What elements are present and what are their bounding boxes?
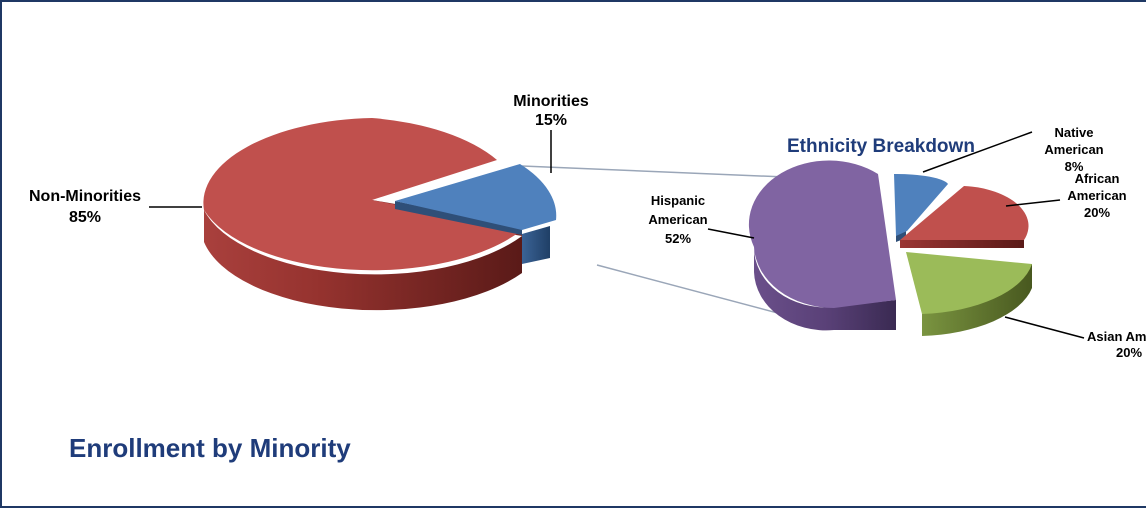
slice-minorities-side <box>522 226 550 264</box>
chart-title: Enrollment by Minority <box>69 433 351 463</box>
label-native-pct: 8% <box>1065 159 1084 174</box>
label-african-line2: American <box>1067 188 1126 203</box>
label-hispanic-pct: 52% <box>665 231 691 246</box>
label-african-pct: 20% <box>1084 205 1110 220</box>
label-non-minorities-name: Non-Minorities <box>29 188 141 205</box>
label-hispanic-line2: American <box>648 212 707 227</box>
leader-asian <box>1004 316 1085 339</box>
label-native-line2: American <box>1044 142 1103 157</box>
slice-native <box>894 173 948 236</box>
pie-ethnicity: Ethnicity Breakdown Native American 8% A… <box>648 125 1146 360</box>
leader-native <box>922 131 1033 173</box>
leader-african <box>1005 199 1061 207</box>
slice-asian <box>906 252 1032 314</box>
slice-african-side <box>900 240 1024 248</box>
pie-enrollment: Non-Minorities 85% Minorities 15% <box>29 93 589 311</box>
label-asian-name: Asian American <box>1087 329 1146 344</box>
label-african-line1: African <box>1075 171 1120 186</box>
label-minorities-name: Minorities <box>513 93 589 110</box>
ethnicity-breakdown-title: Ethnicity Breakdown <box>787 136 975 157</box>
slice-african <box>900 186 1029 240</box>
slice-minorities-inner-wall <box>395 201 522 235</box>
label-non-minorities-pct: 85% <box>69 209 101 226</box>
label-native-line1: Native <box>1054 125 1093 140</box>
slice-hispanic <box>748 160 896 309</box>
label-minorities-pct: 15% <box>535 112 567 129</box>
label-asian-pct: 20% <box>1116 345 1142 360</box>
leader-hispanic <box>707 228 755 239</box>
slice-non-minorities <box>203 118 522 271</box>
slice-hispanic-side <box>753 247 896 331</box>
slice-non-minorities-side <box>204 210 522 311</box>
slice-minorities <box>395 164 557 230</box>
label-hispanic-line1: Hispanic <box>651 193 705 208</box>
